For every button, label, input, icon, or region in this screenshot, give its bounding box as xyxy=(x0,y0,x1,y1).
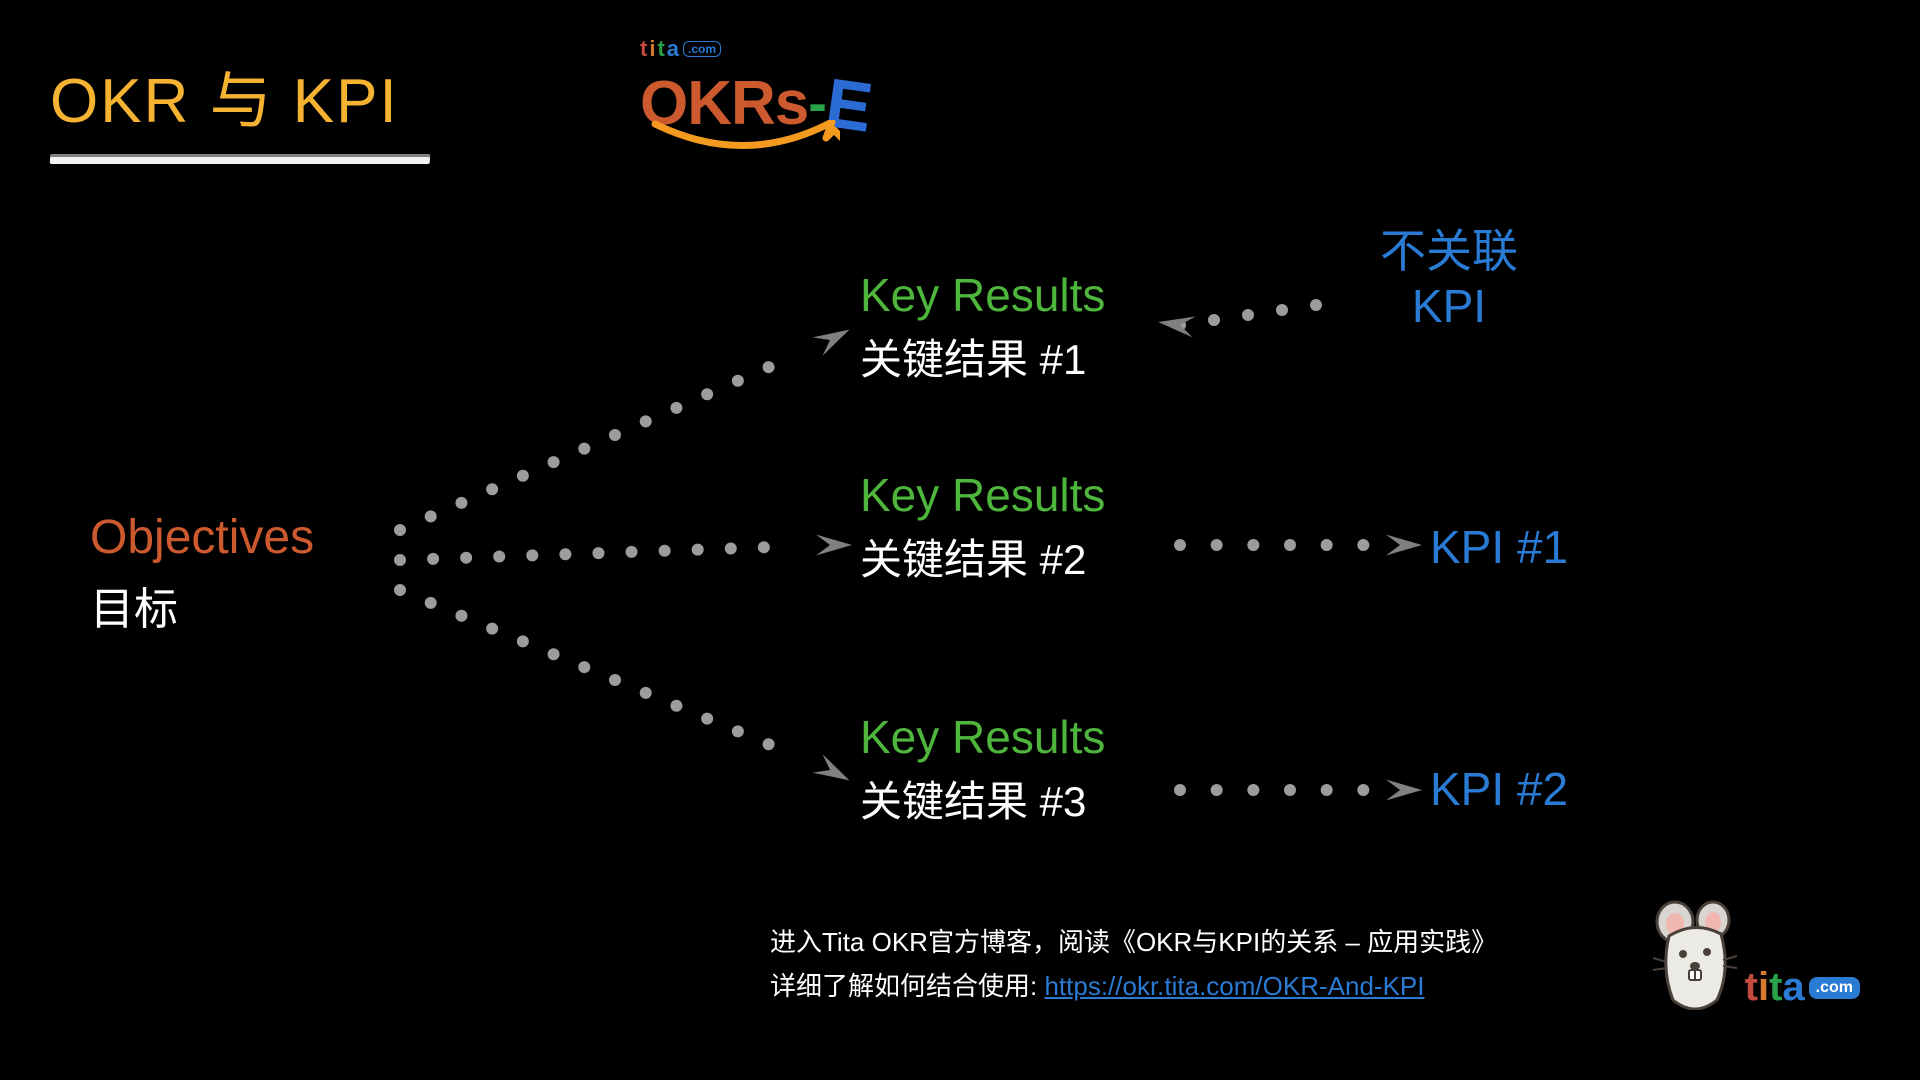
brand-tita: t i t a .com xyxy=(1745,965,1860,1010)
connectors-svg xyxy=(0,0,1920,1080)
brand-bottom-right: t i t a .com xyxy=(1651,900,1860,1010)
brand-a: a xyxy=(1782,965,1804,1010)
brand-t: t xyxy=(1745,965,1758,1010)
brand-t2: t xyxy=(1769,965,1782,1010)
footer-link[interactable]: https://okr.tita.com/OKR-And-KPI xyxy=(1044,971,1424,1001)
brand-i: i xyxy=(1758,965,1769,1010)
footer-line2-prefix: 详细了解如何结合使用: xyxy=(770,971,1044,1001)
mouse-mascot-icon xyxy=(1651,900,1739,1010)
brand-dotcom: .com xyxy=(1809,977,1860,999)
